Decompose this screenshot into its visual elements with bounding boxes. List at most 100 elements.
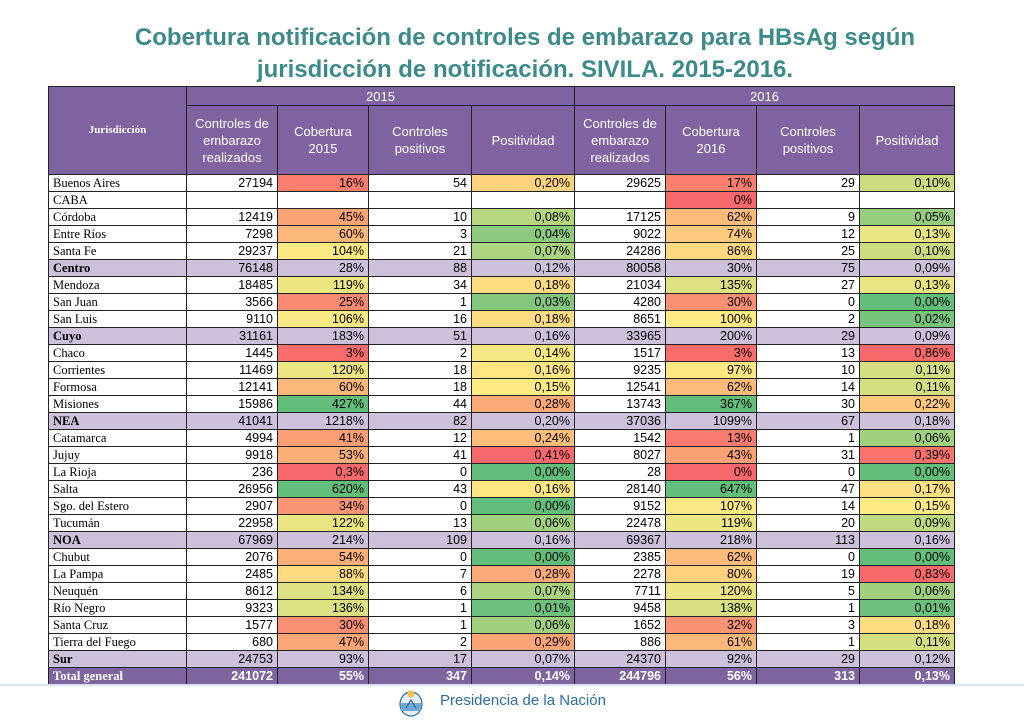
cell-controles-positivos-2015: 2 [368, 633, 472, 651]
cell-controles-realizados-2016: 8027 [574, 446, 666, 464]
cell-controles-positivos-2016: 75 [756, 259, 860, 277]
argentina-coat-of-arms-icon [399, 690, 423, 717]
cell-jurisdiccion: Chaco [48, 344, 187, 362]
cell-positividad-2016: 0,18% [859, 412, 955, 430]
cell-controles-positivos-2015: 0 [368, 548, 472, 566]
cell-positividad-2015: 0,01% [471, 599, 575, 617]
cell-controles-positivos-2016: 2 [756, 310, 860, 328]
cell-jurisdiccion: NOA [48, 531, 187, 549]
cell-cobertura-2015: 88% [277, 565, 369, 583]
table-row: Chaco 1445 3% 2 0,14% 1517 3% 13 0,86% [48, 344, 955, 362]
cell-positividad-2016: 0,05% [859, 208, 955, 226]
cell-controles-realizados-2015: 236 [186, 463, 278, 481]
cell-controles-realizados-2015: 8612 [186, 582, 278, 600]
cell-controles-positivos-2016: 113 [756, 531, 860, 549]
cell-controles-realizados-2016: 24286 [574, 242, 666, 260]
cell-jurisdiccion: Sgo. del Estero [48, 497, 187, 515]
cell-positividad-2015: 0,24% [471, 429, 575, 447]
table-row: Entre Ríos 7298 60% 3 0,04% 9022 74% 12 0,13% [48, 225, 955, 243]
table-row: Buenos Aires 27194 16% 54 0,20% 29625 17% 29 0,1… [48, 174, 955, 192]
table-row: Córdoba 12419 45% 10 0,08% 17125 62% 9 0,05% [48, 208, 955, 226]
cell-jurisdiccion: Jujuy [48, 446, 187, 464]
cell-positividad-2015: 0,06% [471, 514, 575, 532]
cell-positividad-2016: 0,06% [859, 429, 955, 447]
cell-controles-realizados-2016: 9458 [574, 599, 666, 617]
cell-jurisdiccion: Santa Fe [48, 242, 187, 260]
cell-cobertura-2015: 183% [277, 327, 369, 345]
cell-cobertura-2015: 120% [277, 361, 369, 379]
cell-cobertura-2016: 17% [665, 174, 757, 192]
cell-positividad-2016: 0,13% [859, 667, 955, 685]
cell-positividad-2015: 0,00% [471, 497, 575, 515]
cell-controles-positivos-2015: 347 [368, 667, 472, 685]
cell-cobertura-2016: 0% [665, 191, 757, 209]
cell-controles-positivos-2016: 313 [756, 667, 860, 685]
cell-jurisdiccion: Sur [48, 650, 187, 668]
region-row: NOA 67969 214% 109 0,16% 69367 218% 113 0,16% [48, 531, 955, 549]
cell-controles-realizados-2015: 76148 [186, 259, 278, 277]
cell-cobertura-2016: 0% [665, 463, 757, 481]
cell-controles-positivos-2016: 14 [756, 378, 860, 396]
header-cobertura-2015: Cobertura 2015 [277, 105, 369, 175]
cell-controles-realizados-2015: 9323 [186, 599, 278, 617]
cell-cobertura-2016: 62% [665, 378, 757, 396]
cell-cobertura-2015: 214% [277, 531, 369, 549]
title-line-1: Cobertura notificación de controles de e… [134, 24, 916, 51]
cell-positividad-2016: 0,86% [859, 344, 955, 362]
cell-jurisdiccion: Formosa [48, 378, 187, 396]
cell-controles-positivos-2015: 3 [368, 225, 472, 243]
cell-controles-positivos-2015: 2 [368, 344, 472, 362]
cell-controles-positivos-2016: 31 [756, 446, 860, 464]
table-row: Salta 26956 620% 43 0,16% 28140 647% 47 0,17% [48, 480, 955, 498]
cell-controles-positivos-2016: 1 [756, 599, 860, 617]
total-row: Total general 241072 55% 347 0,14% 244796 56% 3… [48, 667, 955, 685]
cell-positividad-2016: 0,22% [859, 395, 955, 413]
cell-cobertura-2015: 60% [277, 225, 369, 243]
cell-jurisdiccion: Entre Ríos [48, 225, 187, 243]
cell-positividad-2015: 0,18% [471, 276, 575, 294]
cell-controles-realizados-2015: 1445 [186, 344, 278, 362]
cell-cobertura-2015: 119% [277, 276, 369, 294]
cell-controles-positivos-2016: 9 [756, 208, 860, 226]
cell-controles-realizados-2015: 4994 [186, 429, 278, 447]
cell-positividad-2016: 0,10% [859, 242, 955, 260]
cell-controles-realizados-2015: 9110 [186, 310, 278, 328]
title-line-2: jurisdicción de notificación. SIVILA. 20… [256, 56, 794, 83]
cell-controles-positivos-2015: 10 [368, 208, 472, 226]
table-row: Sgo. del Estero 2907 34% 0 0,00% 9152 107% 14 0,… [48, 497, 955, 515]
cell-controles-positivos-2016: 12 [756, 225, 860, 243]
cell-controles-realizados-2015: 3566 [186, 293, 278, 311]
cell-controles-realizados-2016: 244796 [574, 667, 666, 685]
table-row: Río Negro 9323 136% 1 0,01% 9458 138% 1 0,01% [48, 599, 955, 617]
cell-cobertura-2016: 138% [665, 599, 757, 617]
header-year-2015: 2015 [186, 86, 575, 106]
cell-controles-positivos-2015: 109 [368, 531, 472, 549]
cell-positividad-2016: 0,06% [859, 582, 955, 600]
cell-jurisdiccion: Misiones [48, 395, 187, 413]
table-row: Tierra del Fuego 680 47% 2 0,29% 886 61% 1 0,11% [48, 633, 955, 651]
cell-controles-realizados-2015 [186, 191, 278, 209]
cell-positividad-2016: 0,01% [859, 599, 955, 617]
cell-positividad-2015: 0,08% [471, 208, 575, 226]
region-row: Centro 76148 28% 88 0,12% 80058 30% 75 0,09% [48, 259, 955, 277]
cell-controles-positivos-2015: 41 [368, 446, 472, 464]
cell-cobertura-2015: 41% [277, 429, 369, 447]
cell-positividad-2015: 0,06% [471, 616, 575, 634]
cell-positividad-2016: 0,12% [859, 650, 955, 668]
table-row: Santa Fe 29237 104% 21 0,07% 24286 86% 25 0,10% [48, 242, 955, 260]
cell-controles-realizados-2016: 8651 [574, 310, 666, 328]
cell-controles-realizados-2015: 29237 [186, 242, 278, 260]
cell-positividad-2016: 0,39% [859, 446, 955, 464]
cell-controles-positivos-2015: 1 [368, 599, 472, 617]
cell-controles-positivos-2015: 88 [368, 259, 472, 277]
cell-positividad-2016: 0,09% [859, 327, 955, 345]
cell-controles-positivos-2015: 13 [368, 514, 472, 532]
cell-controles-realizados-2015: 12419 [186, 208, 278, 226]
cell-controles-positivos-2015: 0 [368, 497, 472, 515]
cell-positividad-2015: 0,04% [471, 225, 575, 243]
cell-jurisdiccion: Buenos Aires [48, 174, 187, 192]
cell-positividad-2015: 0,28% [471, 395, 575, 413]
cell-jurisdiccion: Cuyo [48, 327, 187, 345]
cell-positividad-2016: 0,00% [859, 548, 955, 566]
cell-controles-realizados-2015: 9918 [186, 446, 278, 464]
